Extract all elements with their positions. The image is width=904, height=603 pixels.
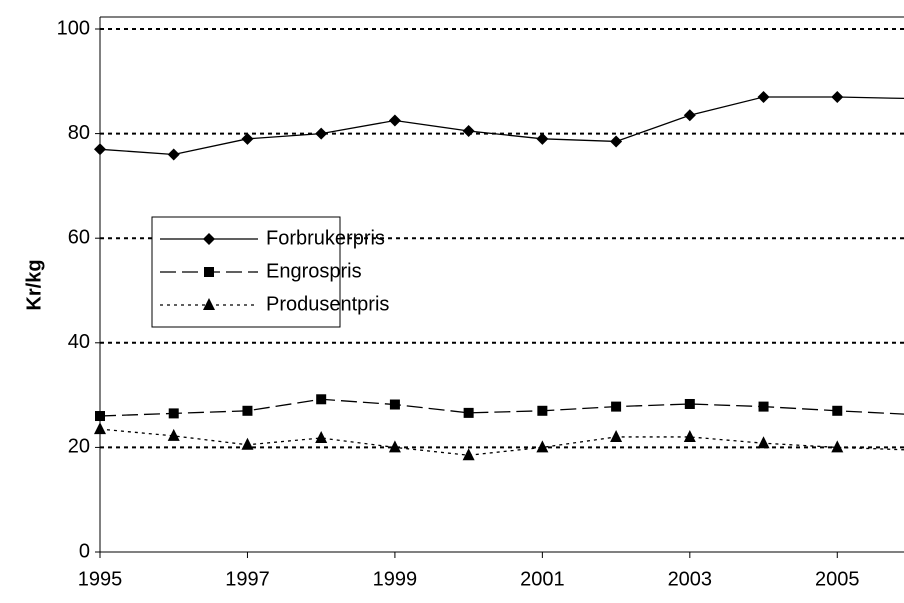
- marker: [203, 233, 215, 245]
- marker: [462, 448, 475, 461]
- marker: [388, 440, 401, 453]
- marker: [241, 132, 254, 145]
- marker: [611, 401, 622, 412]
- y-axis-label: Kr/kg: [23, 259, 45, 310]
- marker: [537, 405, 548, 416]
- y-tick-label: 60: [68, 226, 90, 248]
- marker: [242, 405, 253, 416]
- marker: [610, 135, 623, 148]
- x-tick-label: 1997: [225, 568, 270, 590]
- marker: [204, 267, 214, 277]
- marker: [203, 298, 215, 310]
- y-tick-label: 80: [68, 122, 90, 144]
- x-tick-label: 1995: [78, 568, 123, 590]
- marker: [315, 127, 328, 140]
- marker: [758, 401, 769, 412]
- marker: [316, 394, 327, 405]
- marker: [832, 405, 843, 416]
- marker: [610, 429, 623, 442]
- x-tick-label: 1999: [373, 568, 418, 590]
- x-tick-label: 2001: [520, 568, 565, 590]
- marker: [757, 436, 770, 449]
- marker: [684, 398, 695, 409]
- marker: [831, 90, 844, 103]
- x-tick-label: 2003: [668, 568, 713, 590]
- marker: [388, 114, 401, 127]
- marker: [94, 143, 106, 156]
- legend-label: Produsentpris: [266, 293, 389, 315]
- legend-label: Engrospris: [266, 260, 362, 282]
- marker: [462, 124, 475, 137]
- series-line: [99, 96, 904, 156]
- marker: [683, 109, 696, 122]
- marker: [463, 407, 474, 418]
- marker: [167, 148, 180, 161]
- marker: [95, 411, 105, 422]
- marker: [315, 430, 328, 443]
- y-tick-label: 100: [57, 17, 90, 39]
- series-line: [99, 428, 904, 456]
- y-tick-label: 0: [79, 540, 90, 562]
- marker: [241, 437, 254, 450]
- y-tick-label: 40: [68, 331, 90, 353]
- marker: [536, 440, 549, 453]
- marker: [389, 399, 400, 410]
- marker: [168, 408, 179, 419]
- marker: [94, 422, 106, 435]
- x-tick-label: 2005: [815, 568, 860, 590]
- marker: [757, 90, 770, 103]
- marker: [683, 429, 696, 442]
- series-line: [99, 398, 904, 417]
- marker: [536, 132, 549, 145]
- legend-label: Forbrukerpris: [266, 227, 385, 249]
- marker: [167, 428, 180, 441]
- marker: [831, 440, 844, 453]
- y-tick-label: 20: [68, 436, 90, 458]
